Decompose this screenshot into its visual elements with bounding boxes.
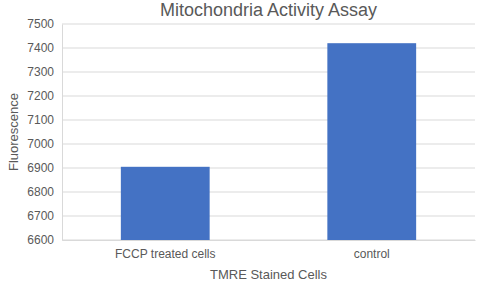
x-axis-line	[63, 240, 476, 241]
grid	[62, 24, 475, 240]
x-tick-label: FCCP treated cells	[115, 247, 215, 261]
y-tick: 7100	[27, 113, 62, 127]
y-tick-label: 6800	[27, 185, 54, 199]
y-tick: 7300	[27, 65, 62, 79]
y-tick: 6600	[27, 233, 62, 247]
x-tick: FCCP treated cells	[115, 240, 215, 261]
y-tick: 7000	[27, 137, 62, 151]
y-tick-label: 7000	[27, 137, 54, 151]
grid-line	[62, 24, 475, 25]
y-tick-label: 6900	[27, 161, 54, 175]
y-tick: 7500	[27, 17, 62, 31]
y-axis-line	[62, 25, 63, 241]
x-tick-label: control	[354, 247, 390, 261]
y-tick-label: 7200	[27, 89, 54, 103]
chart: 6600 6700 6800 6900 7000 7100 7200 7300 7400 7500…	[0, 0, 485, 295]
bars	[121, 43, 416, 240]
y-axis-title: Fluorescence	[6, 93, 21, 171]
y-tick-label: 6600	[27, 233, 54, 247]
x-tick: control	[354, 240, 390, 261]
y-tick-label: 7500	[27, 17, 54, 31]
y-tick-label: 7100	[27, 113, 54, 127]
plot: 6600 6700 6800 6900 7000 7100 7200 7300 7400 7500…	[27, 17, 475, 260]
y-tick-label: 6700	[27, 209, 54, 223]
bar	[121, 167, 210, 240]
title: Mitochondria Activity Assay	[160, 0, 377, 20]
y-tick: 6900	[27, 161, 62, 175]
y-tick: 6800	[27, 185, 62, 199]
y-tick: 6700	[27, 209, 62, 223]
y-tick-label: 7300	[27, 65, 54, 79]
bar	[327, 43, 416, 240]
x-axis: FCCP treated cells control	[63, 240, 476, 261]
y-axis: 6600 6700 6800 6900 7000 7100 7200 7300 7400 7500	[27, 17, 62, 247]
y-tick: 7400	[27, 41, 62, 55]
x-axis-title: TMRE Stained Cells	[210, 267, 328, 282]
y-tick: 7200	[27, 89, 62, 103]
y-tick-label: 7400	[27, 41, 54, 55]
